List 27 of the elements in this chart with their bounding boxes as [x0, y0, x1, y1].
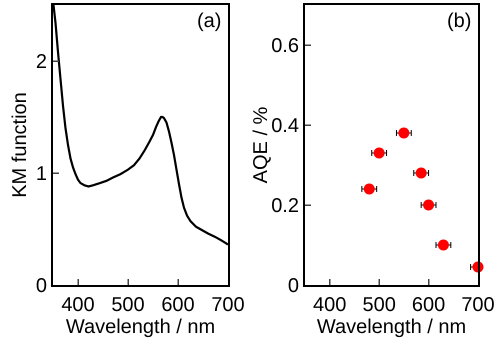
point: [364, 184, 375, 194]
y-tick-label: 0: [288, 275, 299, 297]
x-tick-label: 600: [412, 294, 446, 316]
x-tick-label: 700: [461, 294, 495, 316]
y-tick-label: 0.6: [271, 35, 299, 57]
point: [416, 168, 427, 178]
x-tick-label: 600: [161, 294, 195, 316]
x-tick-label: 500: [362, 294, 396, 316]
x-axis-title: Wavelength / nm: [316, 316, 466, 338]
x-tick-label: 400: [61, 294, 95, 316]
annotation: (a): [197, 10, 222, 32]
y-axis-title: AQE / %: [250, 106, 272, 184]
y-tick-label: 0.2: [271, 195, 299, 217]
annotation: (b): [447, 10, 472, 32]
point: [423, 200, 434, 210]
x-tick-label: 400: [313, 294, 346, 316]
y-tick-label: 0: [36, 275, 47, 297]
x-tick-label: 700: [211, 294, 245, 316]
y-tick-label: 1: [36, 163, 47, 185]
x-tick-label: 500: [111, 294, 145, 316]
point: [374, 148, 385, 158]
y-tick-label: 2: [36, 51, 47, 73]
point: [398, 128, 410, 138]
x-axis-title: Wavelength / nm: [66, 316, 216, 338]
point: [438, 240, 449, 250]
y-tick-label: 0.4: [271, 115, 299, 137]
y-axis-title: KM function: [8, 92, 31, 198]
